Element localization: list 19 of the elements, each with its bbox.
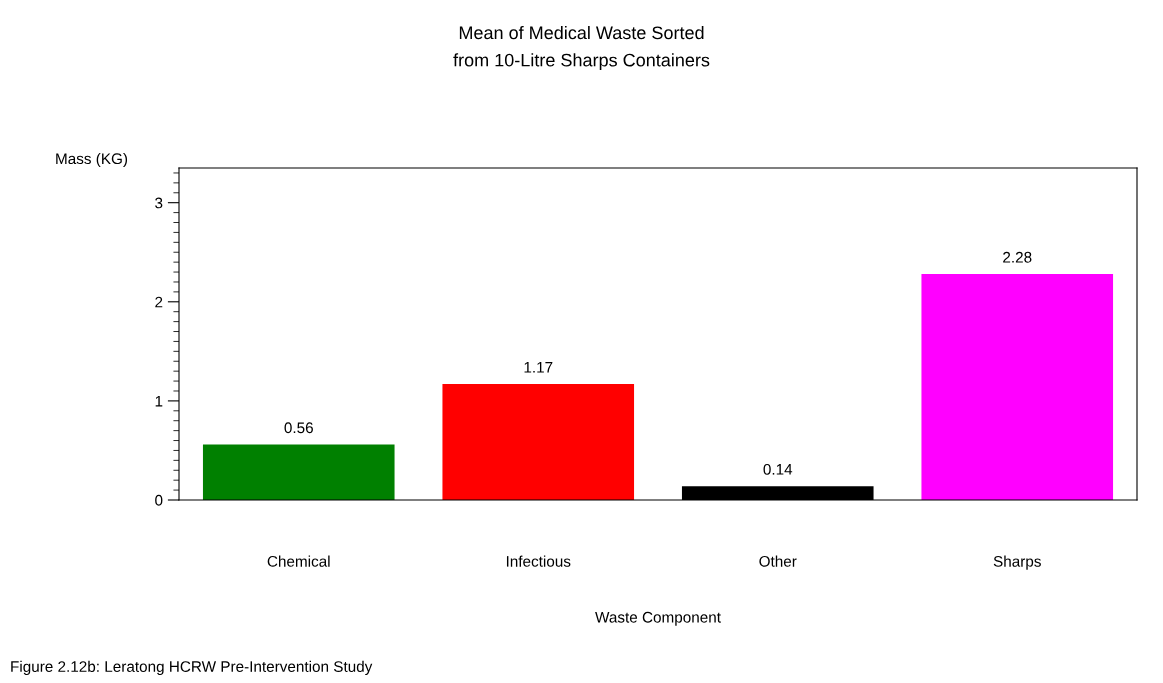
chart-title: Mean of Medical Waste Sorted from 10-Litre Sharps Containers xyxy=(453,25,710,71)
y-tick-label: 2 xyxy=(155,296,163,308)
y-tick-label: 3 xyxy=(155,197,163,209)
data-label: 0.14 xyxy=(763,463,793,475)
x-axis-title: Waste Component xyxy=(595,611,721,626)
y-tick-label: 0 xyxy=(155,494,163,506)
x-tick-label: Other xyxy=(759,555,797,567)
y-axis-title: Mass (KG) xyxy=(56,152,128,168)
data-label: 1.17 xyxy=(524,362,553,373)
x-tick-label: Infectious xyxy=(506,555,571,567)
bar xyxy=(442,384,635,500)
x-tick-label: Chemical xyxy=(267,555,330,567)
y-tick-label: 1 xyxy=(155,395,163,407)
bar xyxy=(202,444,395,500)
caption: Figure 2.12b: Leratong HCRW Pre-Intervention Study xyxy=(11,660,373,675)
bar xyxy=(921,274,1114,500)
data-label: 0.56 xyxy=(284,422,313,434)
data-label: 2.28 xyxy=(1003,251,1032,263)
x-tick-label: Sharps xyxy=(993,555,1041,570)
